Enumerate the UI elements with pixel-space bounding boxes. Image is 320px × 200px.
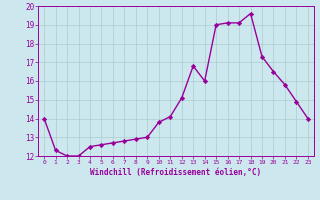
X-axis label: Windchill (Refroidissement éolien,°C): Windchill (Refroidissement éolien,°C) bbox=[91, 168, 261, 177]
